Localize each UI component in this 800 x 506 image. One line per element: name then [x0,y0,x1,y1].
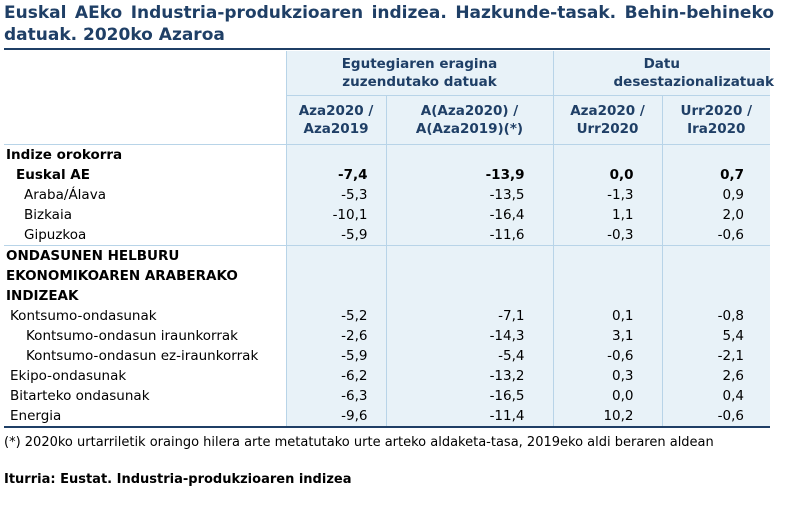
cell-value: -6,3 [285,386,386,406]
cell-value: -14,3 [385,326,553,346]
section-row-general: Indize orokorra [4,144,771,165]
row-label: Kontsumo-ondasun ez-iraunkorrak [26,348,259,364]
cell-value: 3,1 [552,326,662,346]
header-col-2: A(Aza2020) / A(Aza2019)(*) [385,95,553,145]
header-col-1: Aza2020 / Aza2019 [285,95,386,145]
table-row: Ekipo-ondasunak -6,2 -13,2 0,3 2,6 [4,366,771,386]
header-group-seasonal: Datu desestazionalizatuak [552,51,774,96]
header-corner [4,51,286,145]
cell-value: -13,2 [385,366,553,386]
cell-value: -0,6 [552,346,662,366]
cell-value: 10,2 [552,406,662,428]
table-row: Gipuzkoa -5,9 -11,6 -0,3 -0,6 [4,225,771,246]
table-row: Energia -9,6 -11,4 10,2 -0,6 [4,406,771,428]
section-title-purpose-line2: EKONOMIKOAREN ARABERAKO [6,268,238,284]
cell-value: -1,3 [552,185,662,205]
cell-value: -7,4 [285,165,386,185]
row-label: Bizkaia [24,207,72,223]
row-label: Bitarteko ondasunak [10,388,150,404]
header-group-calendar: Egutegiaren eragina zuzendutako datuak [285,51,553,96]
cell-value: -7,1 [385,306,553,326]
table-row: Bitarteko ondasunak -6,3 -16,5 0,0 0,4 [4,386,771,406]
cell-value: -13,5 [385,185,553,205]
cell-value: 0,0 [552,165,662,185]
row-label: Kontsumo-ondasunak [10,308,157,324]
cell-value: 0,9 [661,185,771,205]
cell-value: 2,0 [661,205,771,225]
header-group-row: Egutegiaren eragina zuzendutako datuak D… [4,51,774,96]
cell-value: -5,9 [285,346,386,366]
page-title: Euskal AEko Industria-produkzioaren indi… [4,3,774,45]
cell-value: 0,4 [661,386,771,406]
cell-value: -16,5 [385,386,553,406]
row-label: Energia [4,406,286,428]
cell-value: -16,4 [385,205,553,225]
row-label: Euskal AE [16,167,90,183]
cell-value: -11,4 [385,406,553,428]
cell-value: -11,6 [385,225,553,246]
footnote: (*) 2020ko urtarriletik oraingo hilera a… [4,435,714,450]
cell-value: -5,4 [385,346,553,366]
table-row: Araba/Álava -5,3 -13,5 -1,3 0,9 [4,185,771,205]
table-row: Bizkaia -10,1 -16,4 1,1 2,0 [4,205,771,225]
cell-value: -0,6 [661,406,771,428]
cell-value: 0,7 [661,165,771,185]
section-title-general: Indize orokorra [4,144,286,165]
cell-value: -5,3 [285,185,386,205]
table-row: Kontsumo-ondasun iraunkorrak -2,6 -14,3 … [4,326,771,346]
cell-value: 0,3 [552,366,662,386]
table-row: Euskal AE -7,4 -13,9 0,0 0,7 [4,165,771,185]
cell-value: -5,9 [285,225,386,246]
row-label: Araba/Álava [24,187,106,203]
section-row-purpose: ONDASUNEN HELBURU [4,245,771,266]
data-table: Egutegiaren eragina zuzendutako datuak D… [4,51,774,428]
section-row-purpose: INDIZEAK [4,286,771,306]
row-label: Kontsumo-ondasun iraunkorrak [26,328,238,344]
cell-value: -9,6 [285,406,386,428]
section-row-purpose: EKONOMIKOAREN ARABERAKO [4,266,771,286]
cell-value: 0,0 [552,386,662,406]
cell-value: -5,2 [285,306,386,326]
cell-value: -13,9 [385,165,553,185]
cell-value: -6,2 [285,366,386,386]
cell-value: -0,3 [552,225,662,246]
cell-value: -2,6 [285,326,386,346]
cell-value: -10,1 [285,205,386,225]
cell-value: 0,1 [552,306,662,326]
cell-value: -0,6 [661,225,771,246]
table-row: Kontsumo-ondasun ez-iraunkorrak -5,9 -5,… [4,346,771,366]
top-rule [4,48,770,50]
section-title-purpose-line1: ONDASUNEN HELBURU [4,245,286,266]
source-note: Iturria: Eustat. Industria-produkzioaren… [4,472,352,487]
header-col-row: Aza2020 / Aza2019 A(Aza2020) / A(Aza2019… [4,95,771,145]
cell-value: -2,1 [661,346,771,366]
header-col-3: Aza2020 / Urr2020 [552,95,662,145]
row-label: Ekipo-ondasunak [10,368,127,384]
cell-value: 2,6 [661,366,771,386]
cell-value: 1,1 [552,205,662,225]
cell-value: -0,8 [661,306,771,326]
cell-value: 5,4 [661,326,771,346]
table-row: Kontsumo-ondasunak -5,2 -7,1 0,1 -0,8 [4,306,771,326]
row-label: Gipuzkoa [24,227,87,243]
header-col-4: Urr2020 / Ira2020 [661,95,771,145]
section-title-purpose-line3: INDIZEAK [6,288,79,304]
